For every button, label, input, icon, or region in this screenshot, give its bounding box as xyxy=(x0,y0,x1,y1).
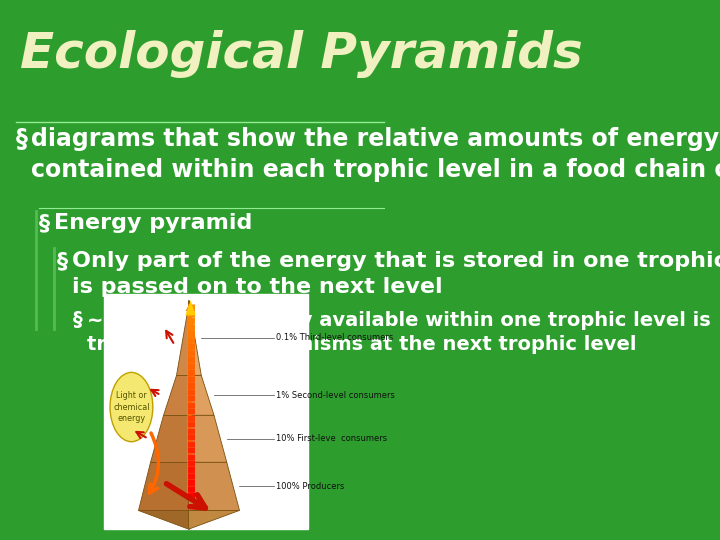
Text: 10% First-leve  consumers: 10% First-leve consumers xyxy=(276,434,387,443)
Polygon shape xyxy=(189,415,227,462)
Text: §: § xyxy=(39,213,50,233)
Text: 100% Producers: 100% Producers xyxy=(276,482,345,491)
Polygon shape xyxy=(189,375,214,415)
Polygon shape xyxy=(189,300,202,375)
Text: §: § xyxy=(57,251,68,271)
Polygon shape xyxy=(176,300,189,375)
FancyBboxPatch shape xyxy=(104,294,307,529)
Polygon shape xyxy=(138,510,189,529)
Text: Only part of the energy that is stored in one trophic level
is passed on to the : Only part of the energy that is stored i… xyxy=(72,251,720,296)
FancyArrowPatch shape xyxy=(185,304,194,496)
Polygon shape xyxy=(186,300,196,315)
Polygon shape xyxy=(163,375,189,415)
Text: Energy pyramid: Energy pyramid xyxy=(54,213,253,233)
Text: Light or
chemical
energy: Light or chemical energy xyxy=(113,392,150,423)
Text: 0.1% Third-level consumers: 0.1% Third-level consumers xyxy=(276,333,393,342)
Polygon shape xyxy=(150,415,189,462)
Text: ~10 % of the energy available within one trophic level is
transferred to organis: ~10 % of the energy available within one… xyxy=(87,310,711,354)
Polygon shape xyxy=(189,462,240,510)
Text: 1% Second-level consumers: 1% Second-level consumers xyxy=(276,391,395,400)
Ellipse shape xyxy=(110,373,153,442)
Text: diagrams that show the relative amounts of energy or matter
contained within eac: diagrams that show the relative amounts … xyxy=(30,127,720,181)
Text: §: § xyxy=(16,127,27,151)
Text: §: § xyxy=(73,310,82,329)
Text: Ecological Pyramids: Ecological Pyramids xyxy=(19,30,582,78)
Polygon shape xyxy=(138,462,189,510)
Polygon shape xyxy=(189,510,240,529)
